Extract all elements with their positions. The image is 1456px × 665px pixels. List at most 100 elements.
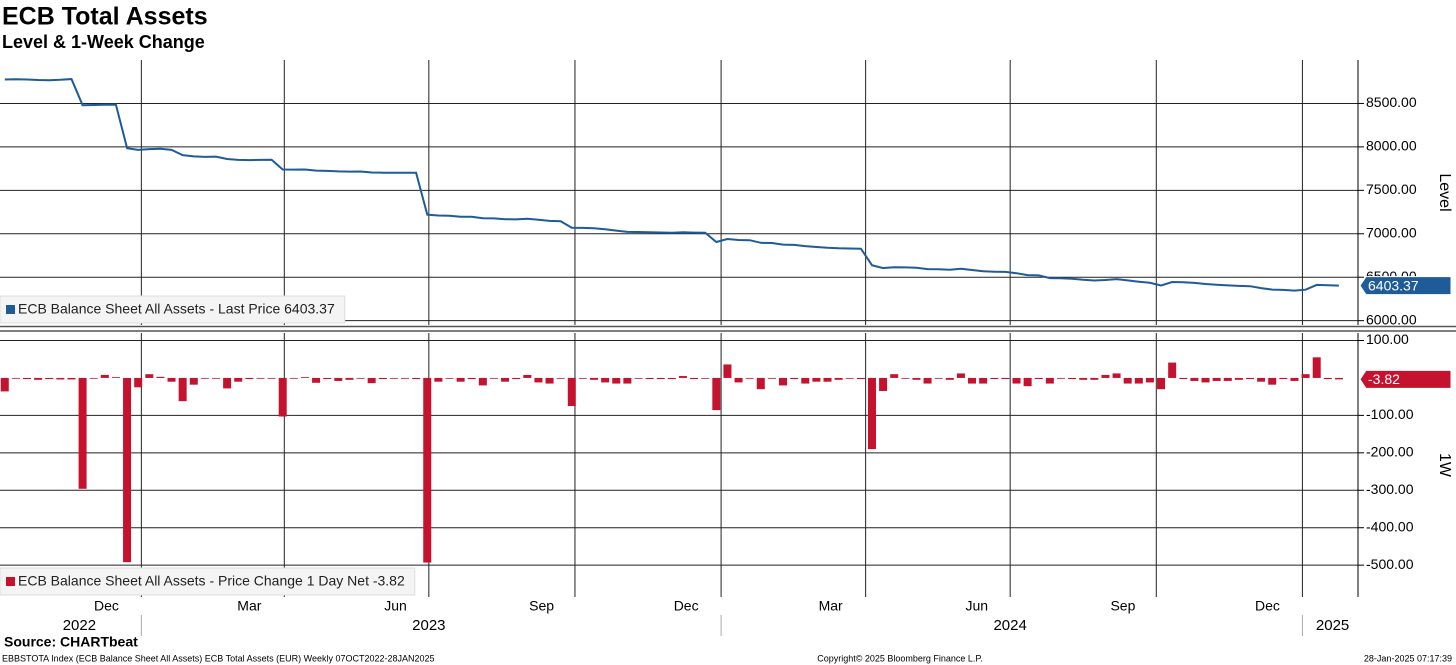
y-tick-label: 7500.00: [1366, 181, 1417, 197]
bar: [790, 377, 799, 380]
bar: [1234, 377, 1243, 380]
bar: [34, 377, 43, 380]
bar: [890, 374, 899, 378]
bar: [512, 377, 521, 380]
bar: [1168, 362, 1177, 378]
bar: [1201, 377, 1210, 383]
bar: [701, 377, 710, 379]
bar: [167, 377, 176, 382]
bar: [1301, 374, 1310, 378]
bar: [968, 377, 977, 384]
bar: [945, 377, 954, 380]
x-tick-label: Dec: [674, 598, 699, 614]
bar: [956, 373, 965, 378]
bar: [67, 377, 76, 380]
legend-swatch: [6, 305, 15, 314]
y-tick-label: -400.00: [1366, 518, 1414, 534]
bar: [123, 377, 132, 563]
bar: [1245, 377, 1254, 380]
bar: [723, 364, 732, 378]
bar: [156, 376, 165, 378]
bar: [212, 377, 221, 379]
last-value-label: 6403.37: [1368, 277, 1419, 293]
bar: [1068, 377, 1077, 380]
plot-area: [0, 60, 1358, 325]
bar: [1045, 377, 1054, 384]
y-tick-label: 8500.00: [1366, 94, 1417, 110]
bar: [1023, 377, 1032, 387]
year-label: 2024: [993, 617, 1026, 634]
bar: [779, 377, 788, 386]
footer-right: 28-Jan-2025 07:17:39: [1364, 653, 1452, 663]
year-label: 2025: [1316, 617, 1349, 634]
y-tick-label: -300.00: [1366, 481, 1414, 497]
bar: [11, 377, 20, 379]
last-value-badge: [1359, 369, 1452, 389]
bar: [745, 377, 754, 379]
bar: [590, 377, 599, 380]
bar: [22, 377, 32, 380]
bar: [667, 377, 676, 380]
bar: [678, 376, 687, 378]
last-value-label: -3.82: [1368, 371, 1400, 387]
x-tick-label: Dec: [94, 598, 119, 614]
bar: [934, 377, 943, 379]
year-label: 2022: [63, 617, 96, 634]
y-tick-label: 100.00: [1366, 331, 1409, 347]
bar: [0, 377, 9, 392]
source: Source: CHARTbeat: [4, 634, 138, 650]
y-tick-label: 8000.00: [1366, 138, 1417, 154]
bar: [1112, 373, 1121, 378]
x-tick-label: Sep: [529, 598, 554, 614]
bar: [1279, 377, 1288, 380]
bar: [111, 377, 120, 378]
bar: [45, 377, 54, 380]
bar: [690, 377, 699, 380]
bar: [1212, 377, 1221, 381]
bar: [845, 377, 854, 379]
bar: [423, 377, 432, 563]
bar: [267, 377, 276, 379]
bar: [712, 377, 721, 411]
bar: [378, 377, 387, 380]
bar: [1257, 377, 1266, 382]
y-tick-label: 7000.00: [1366, 224, 1417, 240]
bar: [56, 377, 65, 380]
bar: [278, 377, 287, 417]
y-tick-label: -100.00: [1366, 406, 1414, 422]
bar: [1334, 377, 1343, 380]
bar: [456, 377, 465, 382]
bar: [1123, 377, 1132, 384]
bar: [1056, 377, 1065, 379]
x-tick-label: Jun: [966, 598, 989, 614]
line: [4, 78, 1339, 292]
bar: [912, 377, 921, 380]
bar: [756, 377, 765, 390]
bar: [256, 377, 265, 379]
legend-box: [0, 567, 416, 596]
bar: [1101, 374, 1110, 378]
bar: [901, 377, 910, 379]
legend-label: ECB Balance Sheet All Assets - Price Cha…: [18, 573, 405, 589]
bar: [1079, 377, 1088, 380]
bar: [867, 377, 876, 450]
bar: [323, 377, 332, 380]
bar: [990, 377, 999, 380]
bar: [801, 377, 810, 384]
chart-title: ECB Total Assets: [2, 3, 208, 31]
bar: [979, 377, 988, 384]
bar: [534, 377, 543, 383]
bar: [389, 377, 398, 379]
bar: [178, 377, 187, 402]
bar: [334, 377, 343, 381]
bar: [445, 377, 454, 379]
bar: [623, 377, 632, 384]
bar: [134, 377, 143, 388]
bar: [856, 377, 865, 380]
year-label: 2023: [412, 617, 445, 634]
bar: [645, 377, 654, 380]
x-tick-label: Sep: [1110, 598, 1135, 614]
bar: [879, 377, 888, 392]
y-axis-label: 1W: [1436, 453, 1453, 478]
